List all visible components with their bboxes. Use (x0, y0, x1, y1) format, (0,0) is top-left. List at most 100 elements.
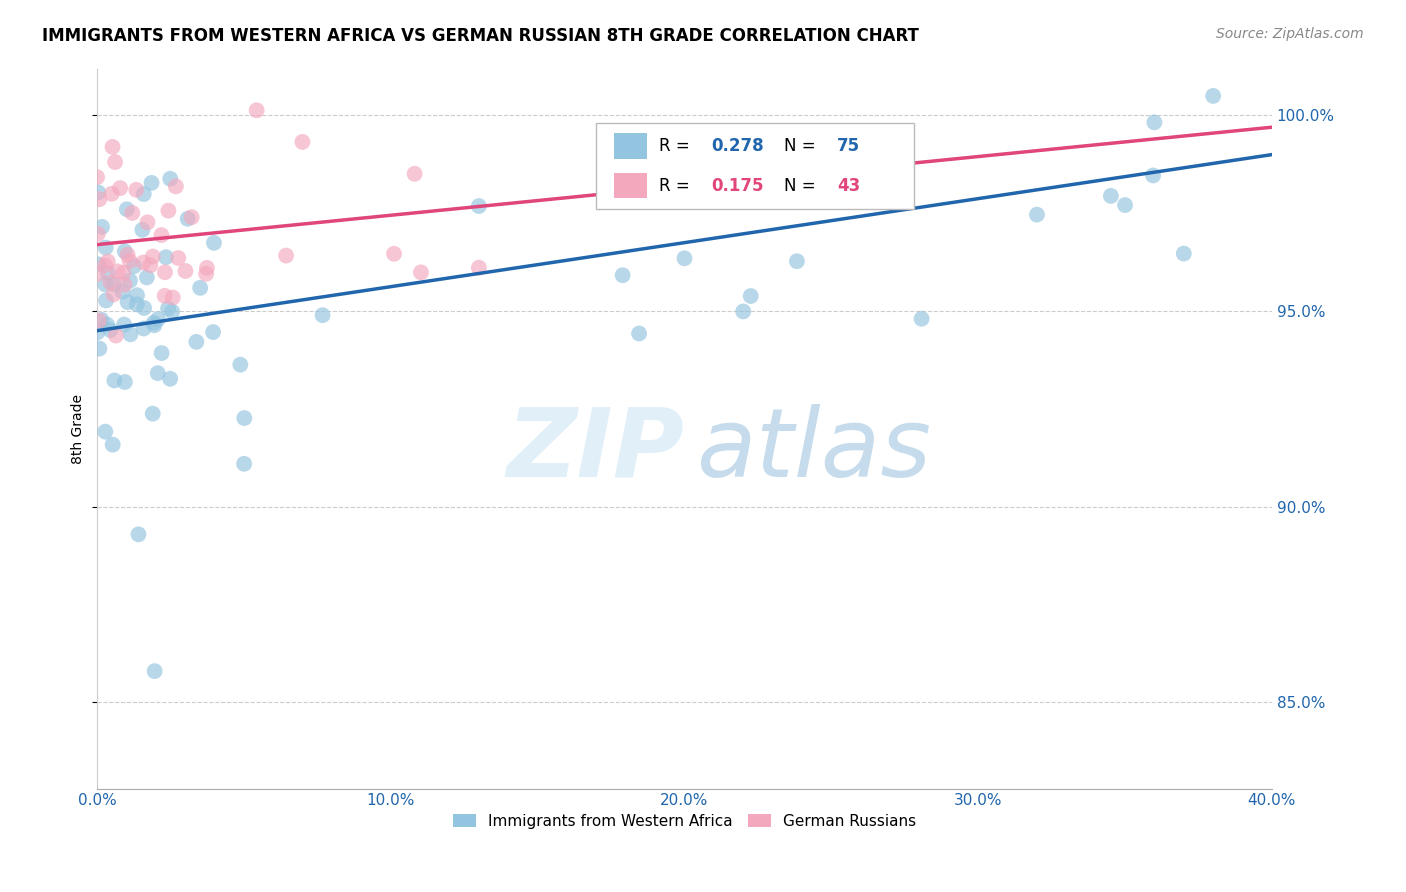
FancyBboxPatch shape (614, 172, 647, 199)
Point (1026, 208, 1049, 222)
Point (174, 264, 197, 278)
Point (94, 277, 117, 292)
Text: R =: R = (658, 177, 695, 194)
Point (142, 407, 165, 421)
Point (136, 215, 159, 229)
Point (202, 325, 225, 339)
Point (155, 250, 177, 264)
Point (786, 254, 808, 268)
Point (121, 206, 143, 220)
Point (468, 199, 491, 213)
Point (91, 219, 114, 234)
Point (127, 527, 149, 541)
Text: 0.175: 0.175 (711, 177, 763, 194)
Point (87, 313, 110, 327)
Point (159, 171, 181, 186)
Point (94, 258, 117, 272)
Point (1173, 246, 1195, 260)
Point (143, 318, 166, 333)
Point (114, 375, 136, 389)
Point (118, 254, 141, 268)
Point (104, 328, 127, 343)
Point (150, 346, 173, 360)
Point (120, 327, 142, 342)
Point (132, 255, 155, 269)
Point (311, 308, 333, 322)
Point (117, 248, 139, 262)
Point (117, 295, 139, 310)
Text: atlas: atlas (696, 403, 931, 497)
Point (782, 153, 804, 168)
Point (176, 211, 198, 226)
Point (733, 304, 755, 318)
Point (94, 241, 117, 255)
Point (94, 293, 117, 308)
Point (114, 277, 136, 292)
Text: 0.278: 0.278 (711, 136, 763, 155)
Point (246, 103, 269, 118)
Point (233, 457, 256, 471)
Point (125, 183, 148, 197)
Point (86, 170, 108, 185)
Point (142, 316, 165, 330)
Point (86, 326, 108, 340)
Point (118, 274, 141, 288)
Point (202, 235, 225, 250)
Point (186, 334, 208, 349)
Point (112, 266, 135, 280)
Point (229, 358, 252, 372)
Point (1099, 189, 1122, 203)
Point (135, 270, 157, 285)
Point (195, 260, 218, 275)
Point (122, 259, 145, 273)
Point (104, 155, 127, 169)
Point (673, 252, 696, 266)
Text: Source: ZipAtlas.com: Source: ZipAtlas.com (1216, 27, 1364, 41)
Point (98, 323, 121, 337)
Text: N =: N = (785, 177, 821, 194)
Point (162, 291, 184, 305)
Text: ZIP: ZIP (506, 403, 685, 497)
Point (111, 285, 134, 299)
Point (159, 372, 181, 386)
Point (153, 265, 176, 279)
Point (404, 167, 426, 181)
Point (86, 267, 108, 281)
FancyBboxPatch shape (614, 133, 647, 159)
Point (141, 176, 163, 190)
Point (139, 258, 162, 272)
Point (468, 260, 491, 275)
Text: IMMIGRANTS FROM WESTERN AFRICA VS GERMAN RUSSIAN 8TH GRADE CORRELATION CHART: IMMIGRANTS FROM WESTERN AFRICA VS GERMAN… (42, 27, 920, 45)
FancyBboxPatch shape (596, 122, 914, 209)
Point (101, 140, 124, 154)
Point (382, 247, 405, 261)
Point (654, 147, 676, 161)
Point (89, 192, 111, 206)
Point (1114, 198, 1136, 212)
Point (409, 265, 432, 279)
Point (142, 250, 165, 264)
Point (89, 342, 111, 356)
Point (740, 289, 762, 303)
Point (291, 135, 314, 149)
Point (188, 281, 211, 295)
Point (103, 374, 125, 388)
Point (100, 186, 122, 201)
Point (103, 277, 125, 292)
Point (195, 267, 218, 281)
Point (98, 276, 121, 290)
Text: N =: N = (785, 136, 821, 155)
Point (108, 181, 131, 195)
Point (97, 254, 120, 268)
Point (101, 438, 124, 452)
Point (114, 244, 136, 259)
Legend: Immigrants from Western Africa, German Russians: Immigrants from Western Africa, German R… (447, 807, 922, 835)
Point (87, 227, 110, 241)
Point (146, 366, 169, 380)
Point (96, 318, 118, 332)
Point (90, 313, 112, 327)
Point (143, 664, 166, 678)
Point (132, 301, 155, 315)
Text: R =: R = (658, 136, 695, 155)
Point (115, 202, 138, 217)
